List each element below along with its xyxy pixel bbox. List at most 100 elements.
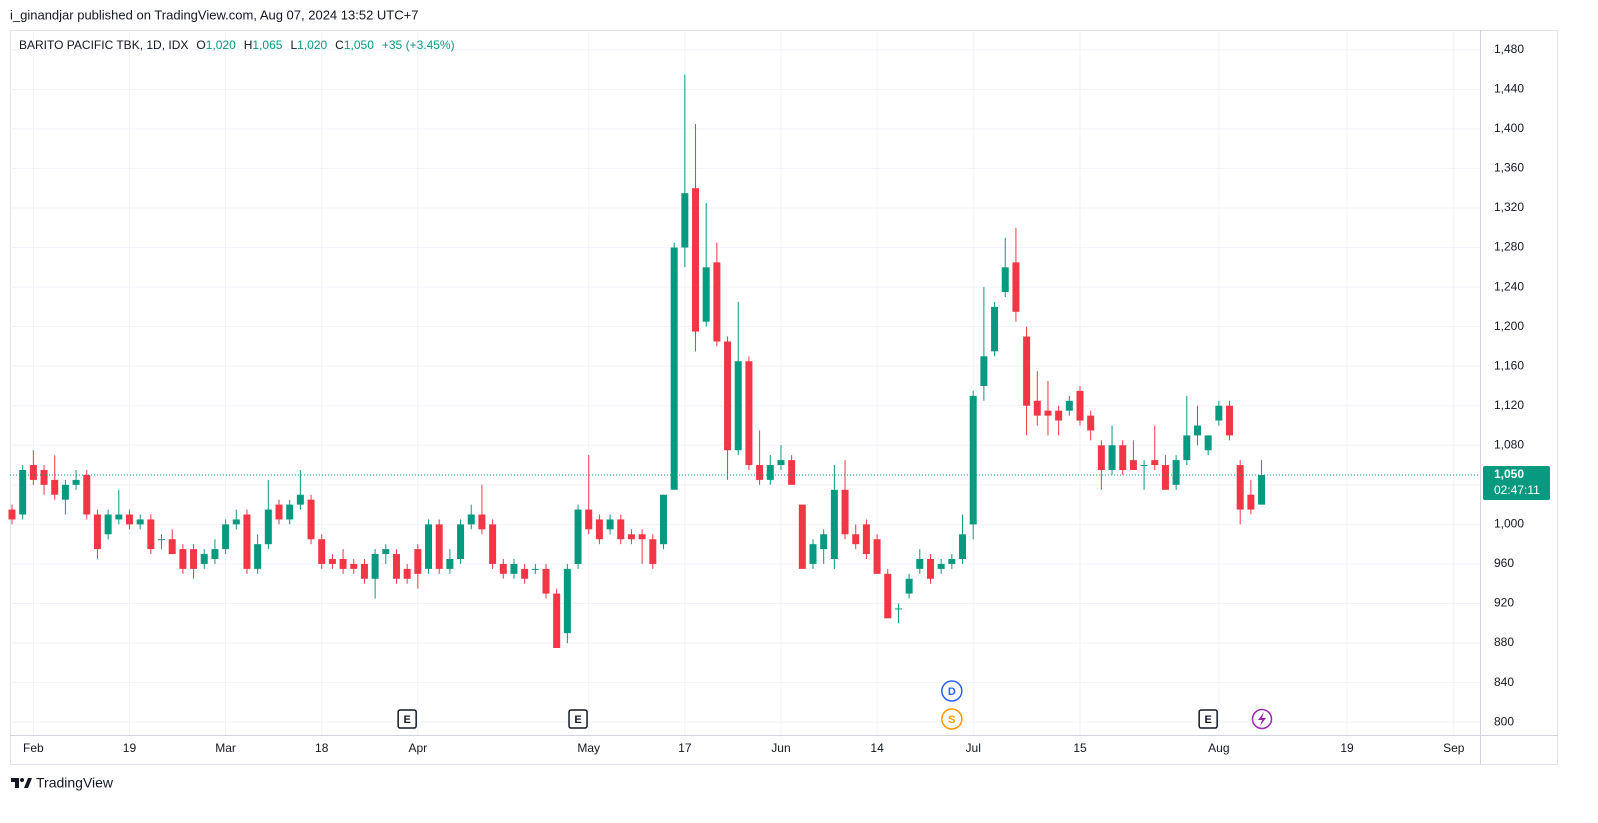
candle-body <box>1033 400 1041 416</box>
event-label: D <box>948 686 956 698</box>
candle-body <box>1023 336 1031 406</box>
grid: 8008408809209601,0001,0401,0801,1201,160… <box>10 30 1524 755</box>
footer-logo <box>11 778 32 788</box>
x-tick-label: May <box>577 741 600 755</box>
candle-body <box>852 534 860 545</box>
candle-body <box>232 519 240 525</box>
candle-body <box>926 558 934 579</box>
candle-body <box>1097 445 1105 471</box>
x-tick-label: Aug <box>1208 741 1229 755</box>
candle-body <box>1204 435 1212 451</box>
y-tick-label: 880 <box>1494 635 1514 649</box>
candle-body <box>606 519 614 530</box>
candle-body <box>1055 410 1063 421</box>
candle-body <box>190 549 198 569</box>
candle-body <box>1012 262 1020 312</box>
candle-body <box>948 558 956 564</box>
candle-body <box>1215 405 1223 421</box>
x-tick-label: Sep <box>1443 741 1465 755</box>
candle-body <box>29 465 37 480</box>
publisher: i_ginandjar published on TradingView.com… <box>10 7 418 22</box>
candle-body <box>1076 390 1084 421</box>
candle-body <box>1258 474 1266 505</box>
plot: 1,050 02:47:11 E E S D E <box>8 74 1550 730</box>
candle-body <box>798 504 806 569</box>
candle-body <box>125 514 133 525</box>
event-marker <box>397 709 417 729</box>
legend-key: H <box>244 38 253 52</box>
candle-body <box>254 544 262 569</box>
candle-body <box>1226 405 1234 436</box>
candle-body <box>179 549 187 569</box>
candle-body <box>1108 445 1116 471</box>
candle-body <box>894 608 902 610</box>
candle-body <box>168 539 176 555</box>
candle-body <box>382 549 390 555</box>
candle-body <box>1065 400 1073 411</box>
candle-body <box>788 460 796 485</box>
event-marker <box>1198 709 1218 729</box>
candle-body <box>766 465 774 480</box>
event-label: E <box>574 714 581 726</box>
chart-frame <box>10 30 1558 765</box>
candle-body <box>328 558 336 564</box>
candle-body <box>916 558 924 569</box>
candle-body <box>1140 465 1148 467</box>
y-tick-label: 800 <box>1494 714 1514 728</box>
candle-body <box>692 188 700 332</box>
legend: BARITO PACIFIC TBK, 1D, IDX O 1,020 H 1,065 L… <box>19 38 455 52</box>
candle-body <box>905 578 913 594</box>
candle-body <box>136 519 144 525</box>
candle-body <box>756 465 764 480</box>
event-marker <box>568 709 588 729</box>
y-tick-label: 840 <box>1494 675 1514 689</box>
last-price-label: 1,050 <box>1494 467 1524 481</box>
candle-body <box>830 489 838 559</box>
candle-body <box>499 563 507 574</box>
x-tick-label: 19 <box>1340 741 1354 755</box>
candle-body <box>435 524 443 569</box>
candle-body <box>200 554 208 564</box>
candle-body <box>1044 410 1052 416</box>
candle-body <box>1001 267 1009 293</box>
candle-body <box>681 193 689 248</box>
candle-body <box>222 524 230 550</box>
candle-body <box>1129 460 1137 471</box>
candle-body <box>40 470 48 485</box>
candle-body <box>1151 460 1159 466</box>
candle-body <box>884 573 892 619</box>
candle-body <box>243 514 251 569</box>
candle-body <box>489 524 497 564</box>
candle-body <box>521 568 529 579</box>
countdown: 02:47:11 <box>1494 483 1540 497</box>
candle-body <box>83 474 91 515</box>
event-marker <box>941 680 963 702</box>
candle-body <box>446 558 454 569</box>
candle-body <box>264 509 272 545</box>
x-tick-label: Jul <box>966 741 981 755</box>
y-tick-label: 1,440 <box>1494 81 1524 95</box>
y-tick-label: 1,320 <box>1494 200 1524 214</box>
candle-body <box>980 356 988 386</box>
y-tick-label: 1,280 <box>1494 240 1524 254</box>
candle-body <box>745 361 753 466</box>
candle-body <box>734 361 742 451</box>
x-tick-label: Jun <box>771 741 790 755</box>
y-tick-label: 1,480 <box>1494 42 1524 56</box>
candle-body <box>104 514 112 535</box>
y-tick-label: 1,400 <box>1494 121 1524 135</box>
candle-body <box>275 504 283 520</box>
x-tick-label: 14 <box>870 741 884 755</box>
candle-body <box>574 509 582 564</box>
x-tick-label: 19 <box>123 741 137 755</box>
candle-body <box>1161 465 1169 490</box>
last-price-box <box>1483 465 1550 500</box>
candle-body <box>659 494 667 545</box>
legend-value: 1,050 <box>344 38 374 52</box>
legend-symbol: BARITO PACIFIC TBK, 1D, IDX <box>19 38 188 52</box>
candle-body <box>638 534 646 540</box>
candle-body <box>1172 460 1180 485</box>
candle-body <box>969 395 977 525</box>
candle-body <box>777 460 785 466</box>
